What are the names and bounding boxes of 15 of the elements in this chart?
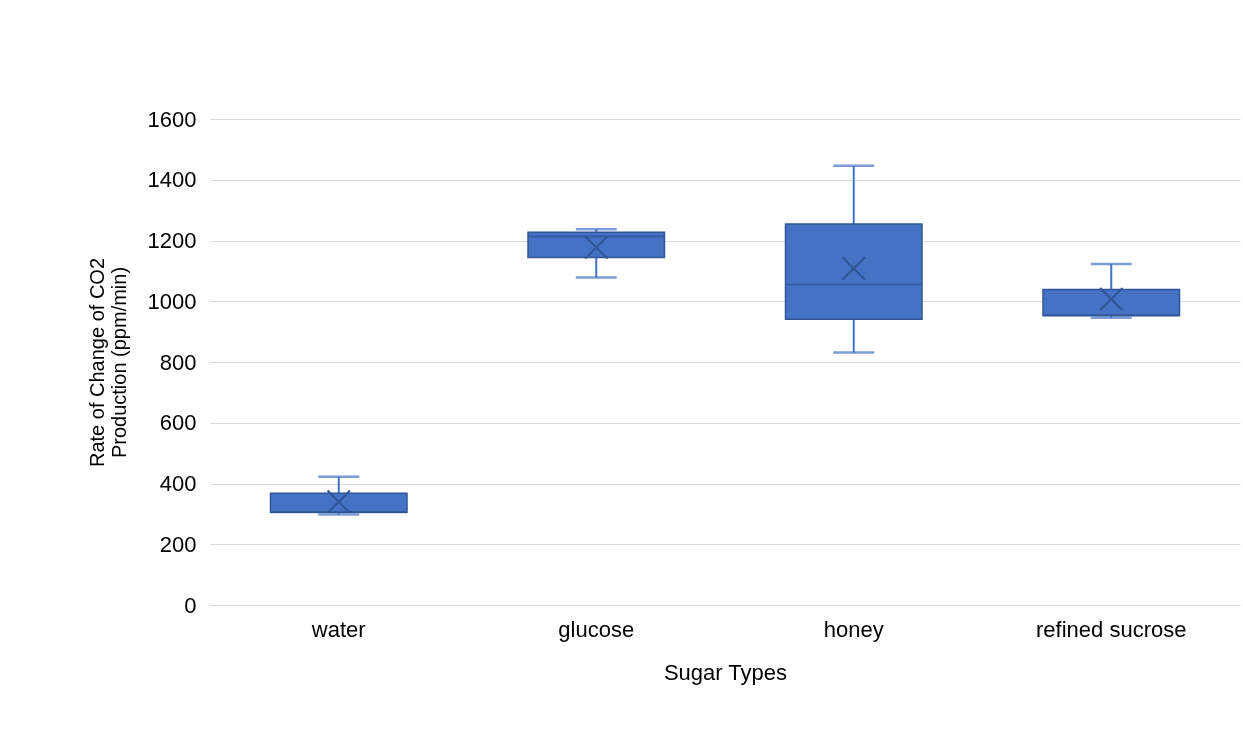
y-tick-label: 1000 [147,288,197,314]
x-tick-label: refined sucrose [1036,616,1187,642]
y-axis-title: Rate of Change of CO2 Production (ppm/min) [85,257,130,468]
x-tick-label: water [310,616,366,642]
y-tick-label: 600 [159,410,197,436]
y-tick-label: 200 [159,531,197,557]
y-tick-label: 1600 [147,106,197,132]
y-tick-label: 800 [159,349,197,375]
y-tick-label: 0 [184,592,197,618]
y-tick-label: 1200 [147,228,197,253]
y-tick-label: 400 [159,471,197,496]
x-axis-title: Sugar Types [663,659,788,685]
y-tick-label: 1400 [147,167,197,193]
x-tick-label: glucose [558,616,635,642]
x-tick-label: honey [823,616,884,642]
